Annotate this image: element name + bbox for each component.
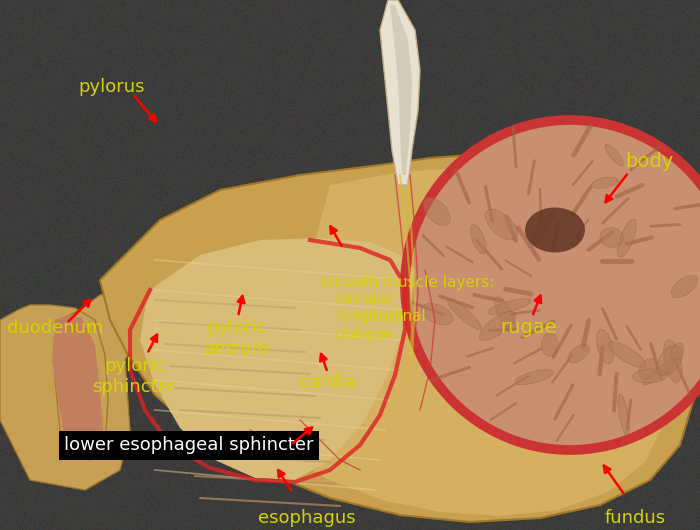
Ellipse shape bbox=[671, 343, 684, 360]
Ellipse shape bbox=[470, 225, 486, 254]
Text: lower esophageal sphincter: lower esophageal sphincter bbox=[64, 436, 314, 454]
Ellipse shape bbox=[618, 394, 629, 435]
Text: pylorus: pylorus bbox=[78, 78, 146, 96]
Ellipse shape bbox=[643, 358, 678, 385]
Ellipse shape bbox=[596, 329, 613, 364]
Ellipse shape bbox=[592, 177, 618, 188]
Ellipse shape bbox=[632, 369, 668, 383]
Ellipse shape bbox=[664, 340, 682, 382]
PathPatch shape bbox=[380, 0, 420, 185]
Ellipse shape bbox=[529, 212, 554, 248]
Ellipse shape bbox=[542, 333, 557, 356]
Ellipse shape bbox=[639, 359, 657, 379]
Ellipse shape bbox=[447, 299, 482, 330]
Text: pyloric
antrum: pyloric antrum bbox=[204, 319, 270, 358]
PathPatch shape bbox=[0, 290, 160, 490]
Text: fundus: fundus bbox=[605, 509, 666, 527]
PathPatch shape bbox=[390, 5, 412, 175]
Text: cardia: cardia bbox=[300, 373, 356, 391]
Ellipse shape bbox=[671, 276, 697, 298]
Text: esophagus: esophagus bbox=[258, 509, 356, 527]
Ellipse shape bbox=[480, 311, 516, 340]
Ellipse shape bbox=[657, 346, 682, 375]
Text: rugae: rugae bbox=[500, 317, 556, 337]
Ellipse shape bbox=[617, 219, 636, 257]
Ellipse shape bbox=[421, 304, 453, 325]
Ellipse shape bbox=[568, 344, 589, 363]
Ellipse shape bbox=[514, 370, 554, 385]
Ellipse shape bbox=[525, 208, 585, 252]
Ellipse shape bbox=[495, 297, 515, 331]
Ellipse shape bbox=[600, 227, 623, 248]
Ellipse shape bbox=[424, 198, 450, 225]
Text: duodenum: duodenum bbox=[7, 319, 104, 337]
Ellipse shape bbox=[608, 342, 645, 367]
Ellipse shape bbox=[606, 144, 624, 166]
PathPatch shape bbox=[100, 155, 695, 522]
Text: body: body bbox=[626, 152, 673, 171]
PathPatch shape bbox=[245, 168, 678, 516]
Text: smooth muscle layers:
   circular
   longitudinal
   oblique: smooth muscle layers: circular longitudi… bbox=[321, 275, 494, 342]
PathPatch shape bbox=[52, 315, 103, 455]
Text: pyloric
sphincter: pyloric sphincter bbox=[92, 357, 176, 396]
Circle shape bbox=[409, 124, 700, 446]
Ellipse shape bbox=[488, 299, 531, 314]
PathPatch shape bbox=[140, 238, 415, 480]
Ellipse shape bbox=[485, 209, 518, 240]
